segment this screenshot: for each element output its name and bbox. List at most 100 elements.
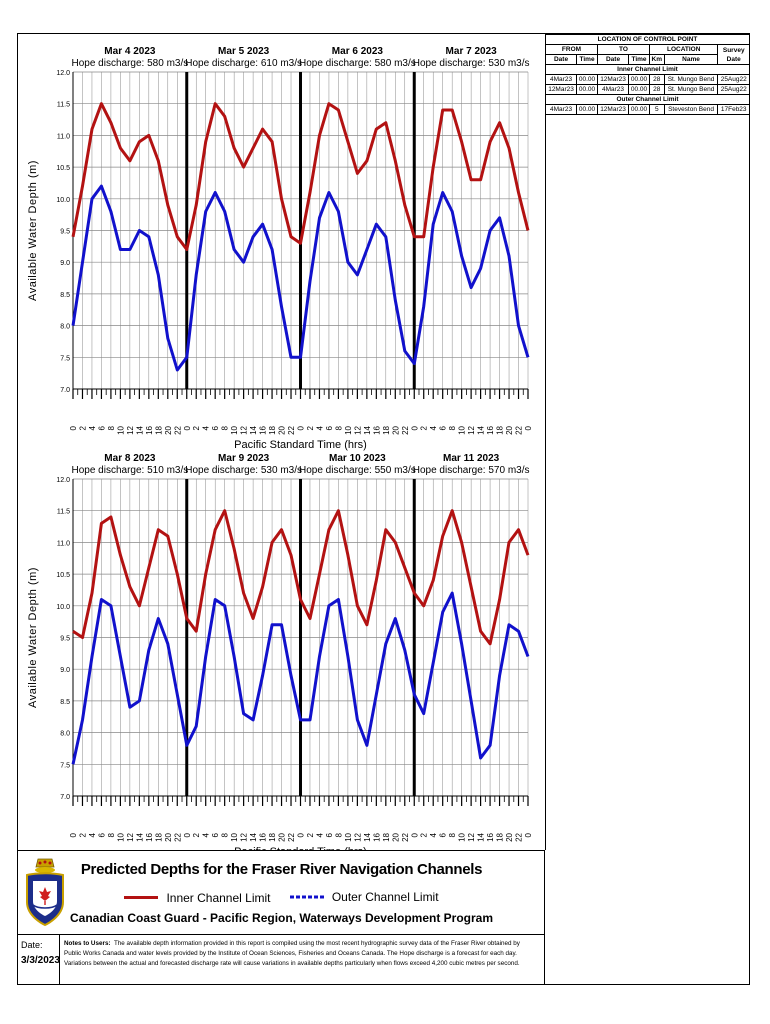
cell: Steveston Bend xyxy=(663,104,719,115)
y-tick-label: 9.0 xyxy=(60,260,70,267)
inner-channel-line xyxy=(71,102,530,251)
depth-charts: 7.07.58.08.59.09.510.010.511.011.512.00 2… xyxy=(27,46,533,858)
x-tick-label: 22 xyxy=(401,832,410,841)
x-tick-label: 0 xyxy=(410,425,419,430)
y-tick-label: 7.5 xyxy=(60,762,70,769)
x-tick-label: 14 xyxy=(135,425,144,434)
col-km: Km xyxy=(648,54,665,65)
hope-discharge-label: Hope discharge: 530 m3/s xyxy=(185,465,302,476)
day-date-label: Mar 8 2023 xyxy=(104,453,156,464)
x-tick-label: 4 xyxy=(202,425,211,430)
x-tick-label: 8 xyxy=(107,425,116,430)
cell: 00.00 xyxy=(576,74,598,85)
day-date-label: Mar 7 2023 xyxy=(446,46,498,57)
x-tick-label: 22 xyxy=(401,425,410,434)
cell: 4Mar23 xyxy=(544,74,578,85)
report-title: Predicted Depths for the Fraser River Na… xyxy=(80,861,483,878)
x-tick-label: 12 xyxy=(126,832,135,841)
table-row: 12Mar23 00.00 4Mar23 00.00 28 St. Mungo … xyxy=(544,84,750,95)
x-tick-label: 18 xyxy=(496,425,505,434)
y-tick-label: 9.5 xyxy=(60,636,70,643)
x-tick-label: 10 xyxy=(458,832,467,841)
x-tick-label: 0 xyxy=(69,425,78,430)
x-tick-label: 16 xyxy=(145,832,154,841)
x-tick-label: 2 xyxy=(420,425,429,430)
x-tick-label: 6 xyxy=(439,832,448,837)
x-tick-label: 2 xyxy=(78,425,87,430)
x-tick-label: 22 xyxy=(287,832,296,841)
notes-text: Notes to Users: The available depth info… xyxy=(64,939,538,969)
cell: 00.00 xyxy=(576,84,598,95)
hope-discharge-label: Hope discharge: 550 m3/s xyxy=(299,465,416,476)
cell: St. Mungo Bend xyxy=(663,74,719,85)
x-tick-label: 22 xyxy=(287,425,296,434)
col-from-time: Time xyxy=(576,54,598,65)
day-date-label: Mar 5 2023 xyxy=(218,46,270,57)
x-tick-label: 20 xyxy=(164,425,173,434)
cell: 25Aug22 xyxy=(717,84,750,95)
x-tick-label: 18 xyxy=(382,832,391,841)
title-panel: Predicted Depths for the Fraser River Na… xyxy=(18,850,545,934)
day-date-label: Mar 10 2023 xyxy=(329,453,386,464)
coast-guard-crest-icon xyxy=(26,858,64,927)
legend-inner-label: Inner Channel Limit xyxy=(166,890,271,905)
report-frame: 7.0 7.5 8.0 8.5 9.0 9.5 10.0 10.5 11.0 11.5 12.0 0 2… xyxy=(17,33,750,985)
y-tick-label: 12.0 xyxy=(56,477,70,484)
x-tick-label: 12 xyxy=(240,832,249,841)
day-date-label: Mar 11 2023 xyxy=(443,453,500,464)
outer-line-swatch-icon xyxy=(289,895,324,899)
x-tick-label: 0 xyxy=(524,425,533,430)
x-tick-label: 16 xyxy=(372,425,381,434)
inner-line-swatch-icon xyxy=(124,896,159,899)
from-header: FROM xyxy=(545,44,598,55)
y-tick-label: 9.0 xyxy=(60,667,70,674)
outer-channel-line xyxy=(71,591,530,765)
x-tick-label: 22 xyxy=(173,425,182,434)
cell: St. Mungo Bend xyxy=(663,84,719,95)
x-tick-label: 22 xyxy=(515,832,524,841)
x-tick-label: 22 xyxy=(173,832,182,841)
y-tick-label: 7.5 xyxy=(60,355,70,362)
x-tick-label: 14 xyxy=(477,425,486,434)
x-tick-label: 12 xyxy=(240,425,249,434)
x-tick-label: 18 xyxy=(382,425,391,434)
x-tick-label: 18 xyxy=(496,832,505,841)
x-axis-label: Pacific Standard Time (hrs) xyxy=(234,439,367,451)
x-tick-label: 4 xyxy=(315,425,324,430)
cell: 12Mar23 xyxy=(596,74,630,85)
x-tick-label: 2 xyxy=(192,832,201,837)
x-tick-label: 0 xyxy=(410,832,419,837)
x-tick-label: 12 xyxy=(353,425,362,434)
x-tick-label: 8 xyxy=(448,832,457,837)
y-tick-label: 8.0 xyxy=(60,324,70,331)
inner-channel-line xyxy=(72,509,530,646)
outer-section-header: Outer Channel Limit xyxy=(545,94,750,105)
x-tick-label: 14 xyxy=(477,832,486,841)
x-tick-label: 12 xyxy=(467,425,476,434)
x-tick-label: 6 xyxy=(439,425,448,430)
x-tick-label: 2 xyxy=(306,832,315,837)
day-date-label: Mar 9 2023 xyxy=(218,453,270,464)
cell: 4Mar23 xyxy=(596,84,630,95)
inner-section-header: Inner Channel Limit xyxy=(545,64,750,75)
x-tick-label: 2 xyxy=(420,832,429,837)
x-tick-label: 12 xyxy=(126,425,135,434)
y-tick-label: 10.5 xyxy=(56,572,70,579)
y-tick-label: 8.5 xyxy=(60,699,70,706)
control-point-table: LOCATION OF CONTROL POINT FROM TO LOCATI… xyxy=(544,34,750,115)
cell: 12Mar23 xyxy=(544,84,578,95)
survey-date-header: Survey Date xyxy=(717,44,750,65)
x-tick-label: 4 xyxy=(429,425,438,430)
x-tick-label: 18 xyxy=(268,425,277,434)
x-tick-label: 2 xyxy=(306,425,315,430)
y-tick-label: 10.5 xyxy=(56,165,70,172)
y-tick-label: 11.5 xyxy=(57,102,70,109)
x-tick-label: 4 xyxy=(88,425,97,430)
x-tick-label: 4 xyxy=(429,832,438,837)
table-title: LOCATION OF CONTROL POINT xyxy=(545,34,750,45)
table-row: 4Mar23 00.00 12Mar23 00.00 5 Steveston B… xyxy=(544,104,750,115)
x-tick-label: 6 xyxy=(211,425,220,430)
x-tick-label: 20 xyxy=(278,425,287,434)
x-tick-label: 10 xyxy=(230,425,239,434)
survey-date-label: Date xyxy=(726,55,741,63)
